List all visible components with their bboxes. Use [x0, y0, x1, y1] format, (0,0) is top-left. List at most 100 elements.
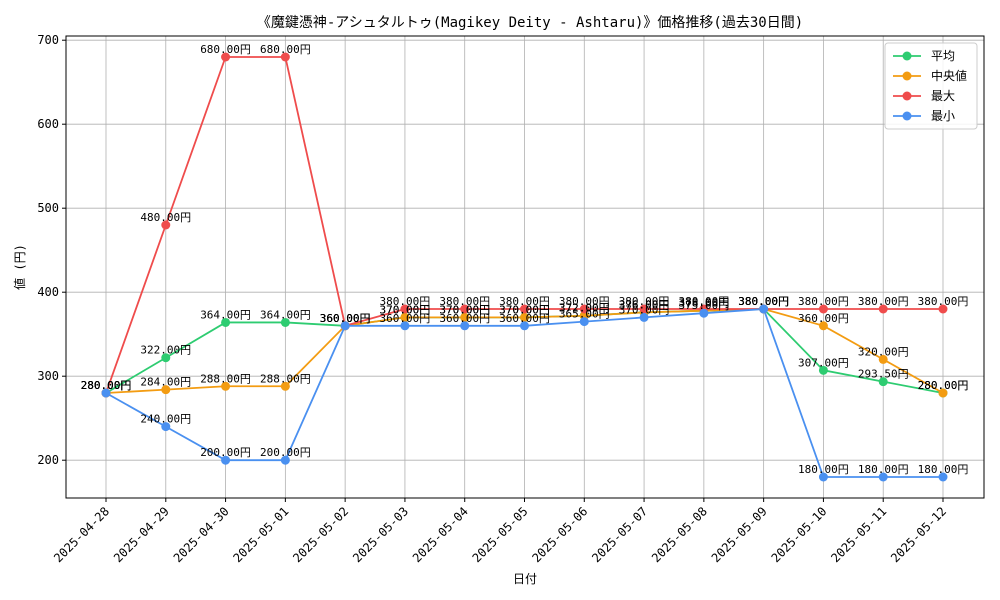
data-point	[460, 312, 470, 322]
chart-title: 《魔鍵憑神-アシュタルトゥ(Magikey Deity - Ashtaru)》価…	[257, 15, 803, 31]
x-tick-label: 2025-05-02	[290, 504, 351, 565]
data-point	[639, 304, 649, 314]
data-label: 280.00円	[81, 379, 132, 392]
legend-label: 最小	[931, 109, 955, 123]
data-label: 180.00円	[918, 463, 969, 476]
y-tick-label: 700	[37, 33, 59, 47]
data-label: 240.00円	[140, 413, 191, 426]
x-tick-label: 2025-05-10	[769, 504, 830, 565]
data-label: 378.00円	[678, 297, 729, 310]
data-label: 380.00円	[499, 295, 550, 308]
data-label: 360.00円	[320, 312, 371, 325]
y-tick-label: 300	[37, 369, 59, 383]
data-point	[520, 321, 529, 331]
data-point	[161, 422, 171, 432]
legend-label: 最大	[931, 89, 955, 103]
data-label: 380.00円	[918, 295, 969, 308]
legend-marker	[902, 71, 912, 81]
legend-marker	[902, 91, 912, 101]
data-label: 480.00円	[140, 211, 191, 224]
data-label: 380.00円	[559, 295, 610, 308]
data-label: 280.00円	[918, 379, 969, 392]
data-label: 200.00円	[200, 446, 251, 459]
data-point	[161, 220, 171, 230]
data-point	[878, 377, 888, 387]
data-point	[161, 353, 171, 363]
data-label: 380.00円	[738, 295, 789, 308]
data-label: 380.00円	[738, 295, 789, 308]
x-tick-label: 2025-05-04	[410, 504, 471, 565]
y-tick-label: 400	[37, 285, 59, 299]
data-point	[818, 365, 828, 375]
data-label: 364.00円	[200, 308, 251, 321]
x-axis: 2025-04-282025-04-292025-04-302025-05-01…	[51, 498, 949, 565]
data-label: 372.00円	[559, 302, 610, 315]
data-label: 307.00円	[798, 356, 849, 369]
data-point	[161, 385, 171, 395]
data-point	[400, 312, 410, 322]
x-tick-label: 2025-05-03	[350, 504, 411, 565]
data-point	[400, 304, 410, 314]
data-point	[938, 388, 948, 398]
data-label: 322.00円	[140, 344, 191, 357]
data-label: 180.00円	[798, 463, 849, 476]
data-label: 320.00円	[858, 345, 909, 358]
y-axis-label: 値 (円)	[12, 244, 27, 290]
data-label: 370.00円	[499, 303, 550, 316]
data-point	[878, 354, 888, 364]
y-tick-label: 200	[37, 453, 59, 467]
data-label: 360.00円	[499, 312, 550, 325]
data-label: 280.00円	[81, 379, 132, 392]
data-point	[878, 472, 888, 482]
data-point	[221, 317, 231, 327]
data-label: 360.00円	[320, 312, 371, 325]
data-point	[818, 321, 828, 331]
x-tick-label: 2025-04-30	[171, 504, 232, 565]
legend-marker	[902, 111, 912, 121]
data-label: 376.00円	[619, 298, 670, 311]
plot-frame	[65, 35, 985, 499]
data-point	[818, 304, 828, 314]
data-label: 680.00円	[200, 43, 251, 56]
data-point	[759, 304, 769, 314]
data-label: 360.00円	[320, 312, 371, 325]
legend-label: 平均	[931, 49, 955, 63]
data-label: 360.00円	[798, 312, 849, 325]
data-label: 378.00円	[678, 297, 729, 310]
data-label: 280.00円	[81, 379, 132, 392]
data-label: 380.00円	[858, 295, 909, 308]
data-point	[699, 308, 709, 318]
legend-label: 中央値	[931, 68, 967, 83]
y-tick-label: 500	[37, 201, 59, 215]
data-point	[221, 455, 231, 465]
data-label: 375.00円	[678, 299, 729, 312]
data-point	[400, 321, 410, 331]
data-point	[340, 321, 350, 331]
data-label: 360.00円	[439, 312, 490, 325]
data-point	[221, 381, 231, 391]
data-label: 280.00円	[918, 379, 969, 392]
data-point	[878, 304, 888, 314]
data-label: 370.00円	[499, 303, 550, 316]
data-point	[520, 304, 529, 314]
data-label: 180.00円	[858, 463, 909, 476]
data-label: 365.00円	[559, 308, 610, 321]
data-label: 680.00円	[260, 43, 311, 56]
data-label: 360.00円	[380, 312, 431, 325]
data-point	[280, 317, 290, 327]
x-tick-label: 2025-05-01	[230, 504, 291, 565]
grid	[66, 36, 984, 498]
data-point	[639, 312, 649, 322]
x-tick-label: 2025-05-09	[709, 504, 770, 565]
data-label: 380.00円	[798, 295, 849, 308]
x-tick-label: 2025-05-08	[649, 504, 710, 565]
data-label: 380.00円	[738, 295, 789, 308]
data-label: 288.00円	[260, 372, 311, 385]
x-tick-label: 2025-04-29	[111, 504, 172, 565]
data-point	[818, 472, 828, 482]
data-point	[280, 381, 290, 391]
data-point	[579, 304, 589, 314]
legend-box	[884, 42, 978, 130]
